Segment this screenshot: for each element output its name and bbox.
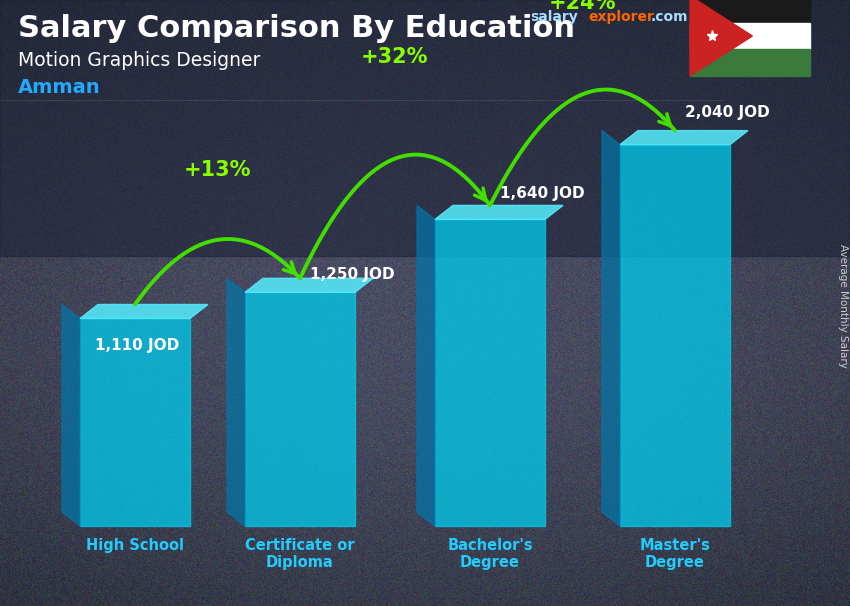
Text: salary: salary: [530, 10, 578, 24]
Text: explorer: explorer: [588, 10, 654, 24]
Polygon shape: [227, 278, 245, 526]
Text: Motion Graphics Designer: Motion Graphics Designer: [18, 51, 260, 70]
Text: Amman: Amman: [18, 78, 100, 97]
Bar: [80, 319, 190, 526]
Text: +13%: +13%: [184, 161, 252, 181]
Text: 2,040 JOD: 2,040 JOD: [685, 105, 770, 119]
Text: .com: .com: [651, 10, 688, 24]
Text: 1,250 JOD: 1,250 JOD: [310, 267, 394, 282]
Text: Bachelor's
Degree: Bachelor's Degree: [447, 538, 533, 570]
Bar: [690, 0, 810, 22]
Text: Average Monthly Salary: Average Monthly Salary: [838, 244, 848, 368]
Bar: [620, 145, 730, 526]
Polygon shape: [245, 278, 373, 292]
Text: 1,110 JOD: 1,110 JOD: [95, 339, 179, 353]
Bar: [435, 219, 545, 526]
Bar: [690, 49, 810, 76]
Polygon shape: [620, 131, 748, 145]
Polygon shape: [80, 304, 208, 319]
Text: High School: High School: [86, 538, 184, 553]
Text: +32%: +32%: [361, 47, 428, 67]
Text: Master's
Degree: Master's Degree: [639, 538, 711, 570]
Polygon shape: [602, 131, 620, 526]
Text: 1,640 JOD: 1,640 JOD: [500, 187, 585, 201]
Bar: [690, 22, 810, 49]
Bar: [245, 292, 355, 526]
Bar: [0, 0, 850, 256]
Text: Certificate or
Diploma: Certificate or Diploma: [246, 538, 354, 570]
Polygon shape: [690, 0, 752, 76]
Text: +24%: +24%: [549, 0, 616, 13]
Polygon shape: [62, 304, 80, 526]
Polygon shape: [417, 205, 435, 526]
Polygon shape: [435, 205, 563, 219]
Text: Salary Comparison By Education: Salary Comparison By Education: [18, 14, 575, 43]
